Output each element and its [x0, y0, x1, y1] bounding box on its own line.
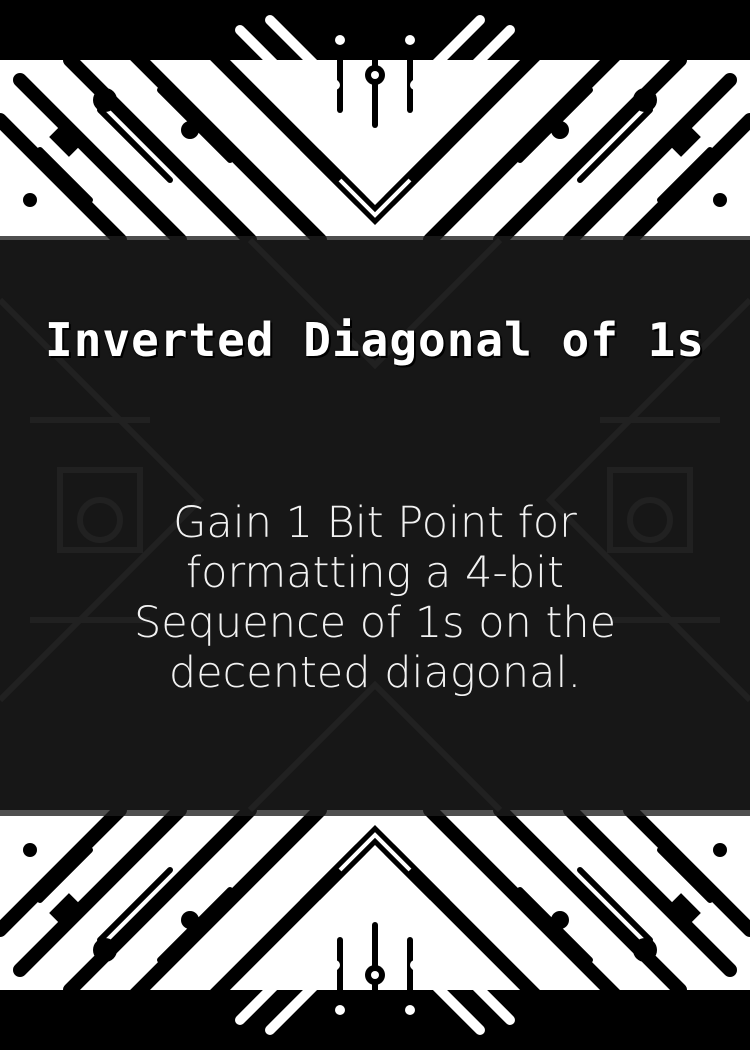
card-description: Gain 1 Bit Point for formatting a 4-bit …	[133, 498, 617, 698]
card-title: Inverted Diagonal of 1s	[45, 313, 705, 367]
text-panel	[0, 236, 750, 816]
